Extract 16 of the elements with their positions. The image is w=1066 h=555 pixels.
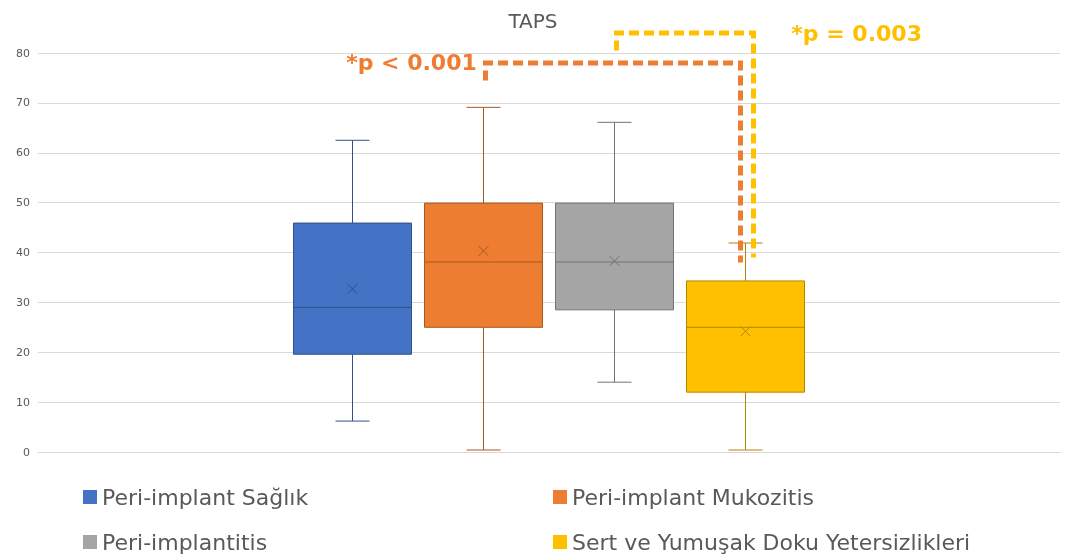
y-tick-label: 70 [16,96,30,110]
legend-label: Peri-implant Sağlık [102,484,309,510]
chart-title: TAPS [507,9,558,33]
y-tick-label: 80 [16,46,30,60]
legend-label: Sert ve Yumuşak Doku Yetersizlikleri [572,529,971,555]
y-tick-label: 40 [16,246,30,259]
y-tick-label: 30 [16,295,30,309]
y-tick-label: 60 [16,146,30,160]
legend-label: Peri-implantitis [102,529,268,555]
y-tick-label: 0 [23,445,30,459]
y-tick-label: 50 [16,196,30,210]
annotation: *p < 0.001 [346,50,477,76]
text: *p = 0.003 [791,20,922,46]
y-tick-label: 10 [16,395,30,409]
y-tick-label: 20 [16,345,30,359]
legend-label: Peri-implant Mukozitis [572,484,814,510]
